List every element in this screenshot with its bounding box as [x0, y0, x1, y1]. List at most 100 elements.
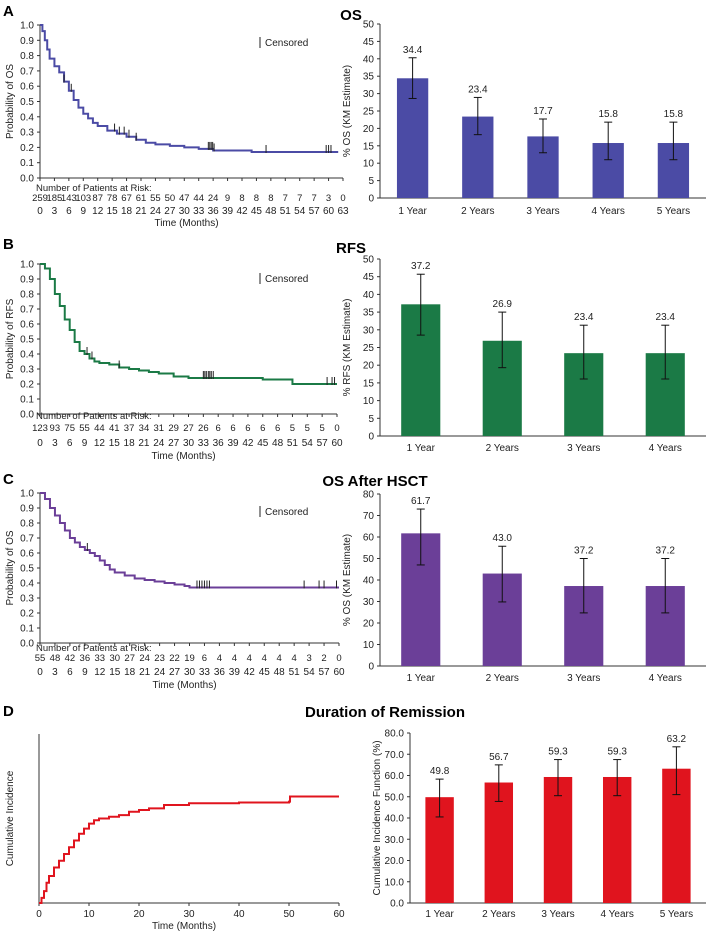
bar-y-tick-label: 30 — [363, 325, 375, 336]
panel-c: C OS After HSCT 1.0 0.9 0.8 0.7 0.6 0.5 0.4 0.3 0.… — [3, 471, 706, 691]
x-tick-label: 21 — [138, 438, 150, 449]
x-tick-label: 51 — [280, 206, 292, 217]
x-tick-label: 18 — [124, 667, 136, 678]
panel-title: RFS — [336, 240, 366, 257]
bar-value-label: 23.4 — [656, 312, 676, 323]
y-tick-label: 1.0 — [20, 489, 34, 500]
bar-y-tick-label: 20.0 — [385, 856, 405, 867]
x-tick-label: 12 — [94, 667, 106, 678]
bar-value-label: 26.9 — [493, 299, 513, 310]
bar-y-axis-label: % OS (KM Estimate) — [342, 65, 353, 157]
y-tick-label: 0.0 — [20, 174, 34, 185]
risk-count: 50 — [165, 193, 176, 204]
bar-y-tick-label: 0 — [368, 194, 374, 205]
x-tick-label: 24 — [150, 206, 162, 217]
risk-count: 6 — [230, 423, 235, 434]
bar-value-label: 61.7 — [411, 496, 431, 507]
x-tick-label: 9 — [82, 667, 88, 678]
y-tick-label: 0.1 — [20, 158, 34, 169]
risk-count: 31 — [154, 423, 165, 434]
survival-curve — [40, 492, 339, 589]
y-tick-label: 0.9 — [20, 275, 34, 286]
y-tick-label: 0.6 — [20, 82, 34, 93]
risk-count: 30 — [109, 653, 120, 664]
bar-y-tick-label: 10.0 — [385, 877, 405, 888]
bar-category-label: 3 Years — [526, 206, 559, 217]
x-tick-label: 15 — [109, 438, 121, 449]
y-tick-label: 0.4 — [20, 579, 34, 590]
risk-count: 93 — [50, 423, 61, 434]
y-tick-label: 0.0 — [20, 410, 34, 421]
y-axis-label: Cumulative Incidence — [5, 770, 16, 866]
bar-y-tick-label: 60.0 — [385, 771, 405, 782]
bar-y-tick-label: 20 — [363, 619, 375, 630]
x-tick-label: 18 — [121, 206, 133, 217]
x-tick-label: 36 — [214, 667, 226, 678]
km-plot: 1.00.90.80.70.60.50.40.30.20.10.00 3 6 9 12 1… — [5, 21, 349, 230]
x-tick-label: 60 — [323, 206, 335, 217]
bar-value-label: 15.8 — [598, 109, 618, 120]
risk-count: 8 — [254, 193, 259, 204]
risk-count: 55 — [35, 653, 46, 664]
censor-legend-label: Censored — [265, 507, 308, 518]
bar-y-tick-label: 40 — [363, 54, 375, 65]
x-tick-label: 27 — [169, 667, 181, 678]
x-tick-label: 15 — [107, 206, 119, 217]
x-tick-label: 40 — [233, 909, 245, 920]
x-tick-label: 45 — [257, 438, 269, 449]
y-tick-label: 0.9 — [20, 36, 34, 47]
bar-value-label: 34.4 — [403, 45, 423, 56]
bar-category-label: 3 Years — [567, 673, 600, 684]
bar-y-tick-label: 10 — [363, 640, 375, 651]
x-tick-label: 3 — [52, 667, 58, 678]
x-tick-label: 39 — [229, 667, 241, 678]
y-tick-label: 0.5 — [20, 564, 34, 575]
y-tick-label: 0.7 — [20, 534, 34, 545]
bar-y-tick-label: 45 — [363, 37, 375, 48]
bar-y-tick-label: 50 — [363, 255, 375, 266]
bar-value-label: 59.3 — [548, 747, 568, 758]
panel-title: OS After HSCT — [322, 473, 427, 490]
bar-category-label: 4 Years — [649, 443, 682, 454]
risk-count: 36 — [80, 653, 91, 664]
bar-y-tick-label: 5 — [368, 176, 374, 187]
bar-value-label: 49.8 — [430, 766, 450, 777]
bar-category-label: 2 Years — [486, 443, 519, 454]
x-tick-label: 27 — [168, 438, 180, 449]
x-tick-label: 24 — [153, 438, 165, 449]
x-tick-label: 39 — [222, 206, 234, 217]
risk-count: 6 — [245, 423, 250, 434]
risk-count: 4 — [277, 653, 282, 664]
panel-d: D Duration of Remission 0 10 20 30 40 50 60 Cumul… — [3, 703, 706, 931]
y-tick-label: 0.3 — [20, 594, 34, 605]
risk-count: 33 — [95, 653, 106, 664]
bar-category-label: 1 Year — [407, 673, 436, 684]
x-tick-label: 6 — [67, 438, 73, 449]
bar-y-tick-label: 50 — [363, 554, 375, 565]
risk-count: 4 — [247, 653, 252, 664]
risk-count: 87 — [92, 193, 103, 204]
y-tick-label: 0.6 — [20, 549, 34, 560]
y-tick-label: 0.2 — [20, 609, 34, 620]
risk-count: 6 — [202, 653, 207, 664]
y-tick-label: 0.1 — [20, 624, 34, 635]
y-tick-label: 0.5 — [20, 97, 34, 108]
risk-count: 19 — [184, 653, 195, 664]
bar-y-tick-label: 15 — [363, 378, 375, 389]
bar-y-tick-label: 45 — [363, 272, 375, 283]
x-tick-label: 27 — [164, 206, 176, 217]
risk-count: 48 — [50, 653, 61, 664]
y-tick-label: 0.4 — [20, 350, 34, 361]
risk-count: 44 — [193, 193, 204, 204]
risk-count: 5 — [290, 423, 295, 434]
x-tick-label: 54 — [302, 438, 314, 449]
bar — [543, 776, 573, 903]
bar-y-tick-label: 30 — [363, 89, 375, 100]
x-tick-label: 0 — [36, 909, 42, 920]
x-tick-label: 57 — [317, 438, 329, 449]
x-tick-label: 0 — [37, 667, 43, 678]
y-tick-label: 0.9 — [20, 504, 34, 515]
bar-category-label: 1 Year — [425, 909, 454, 920]
y-tick-label: 1.0 — [20, 260, 34, 271]
